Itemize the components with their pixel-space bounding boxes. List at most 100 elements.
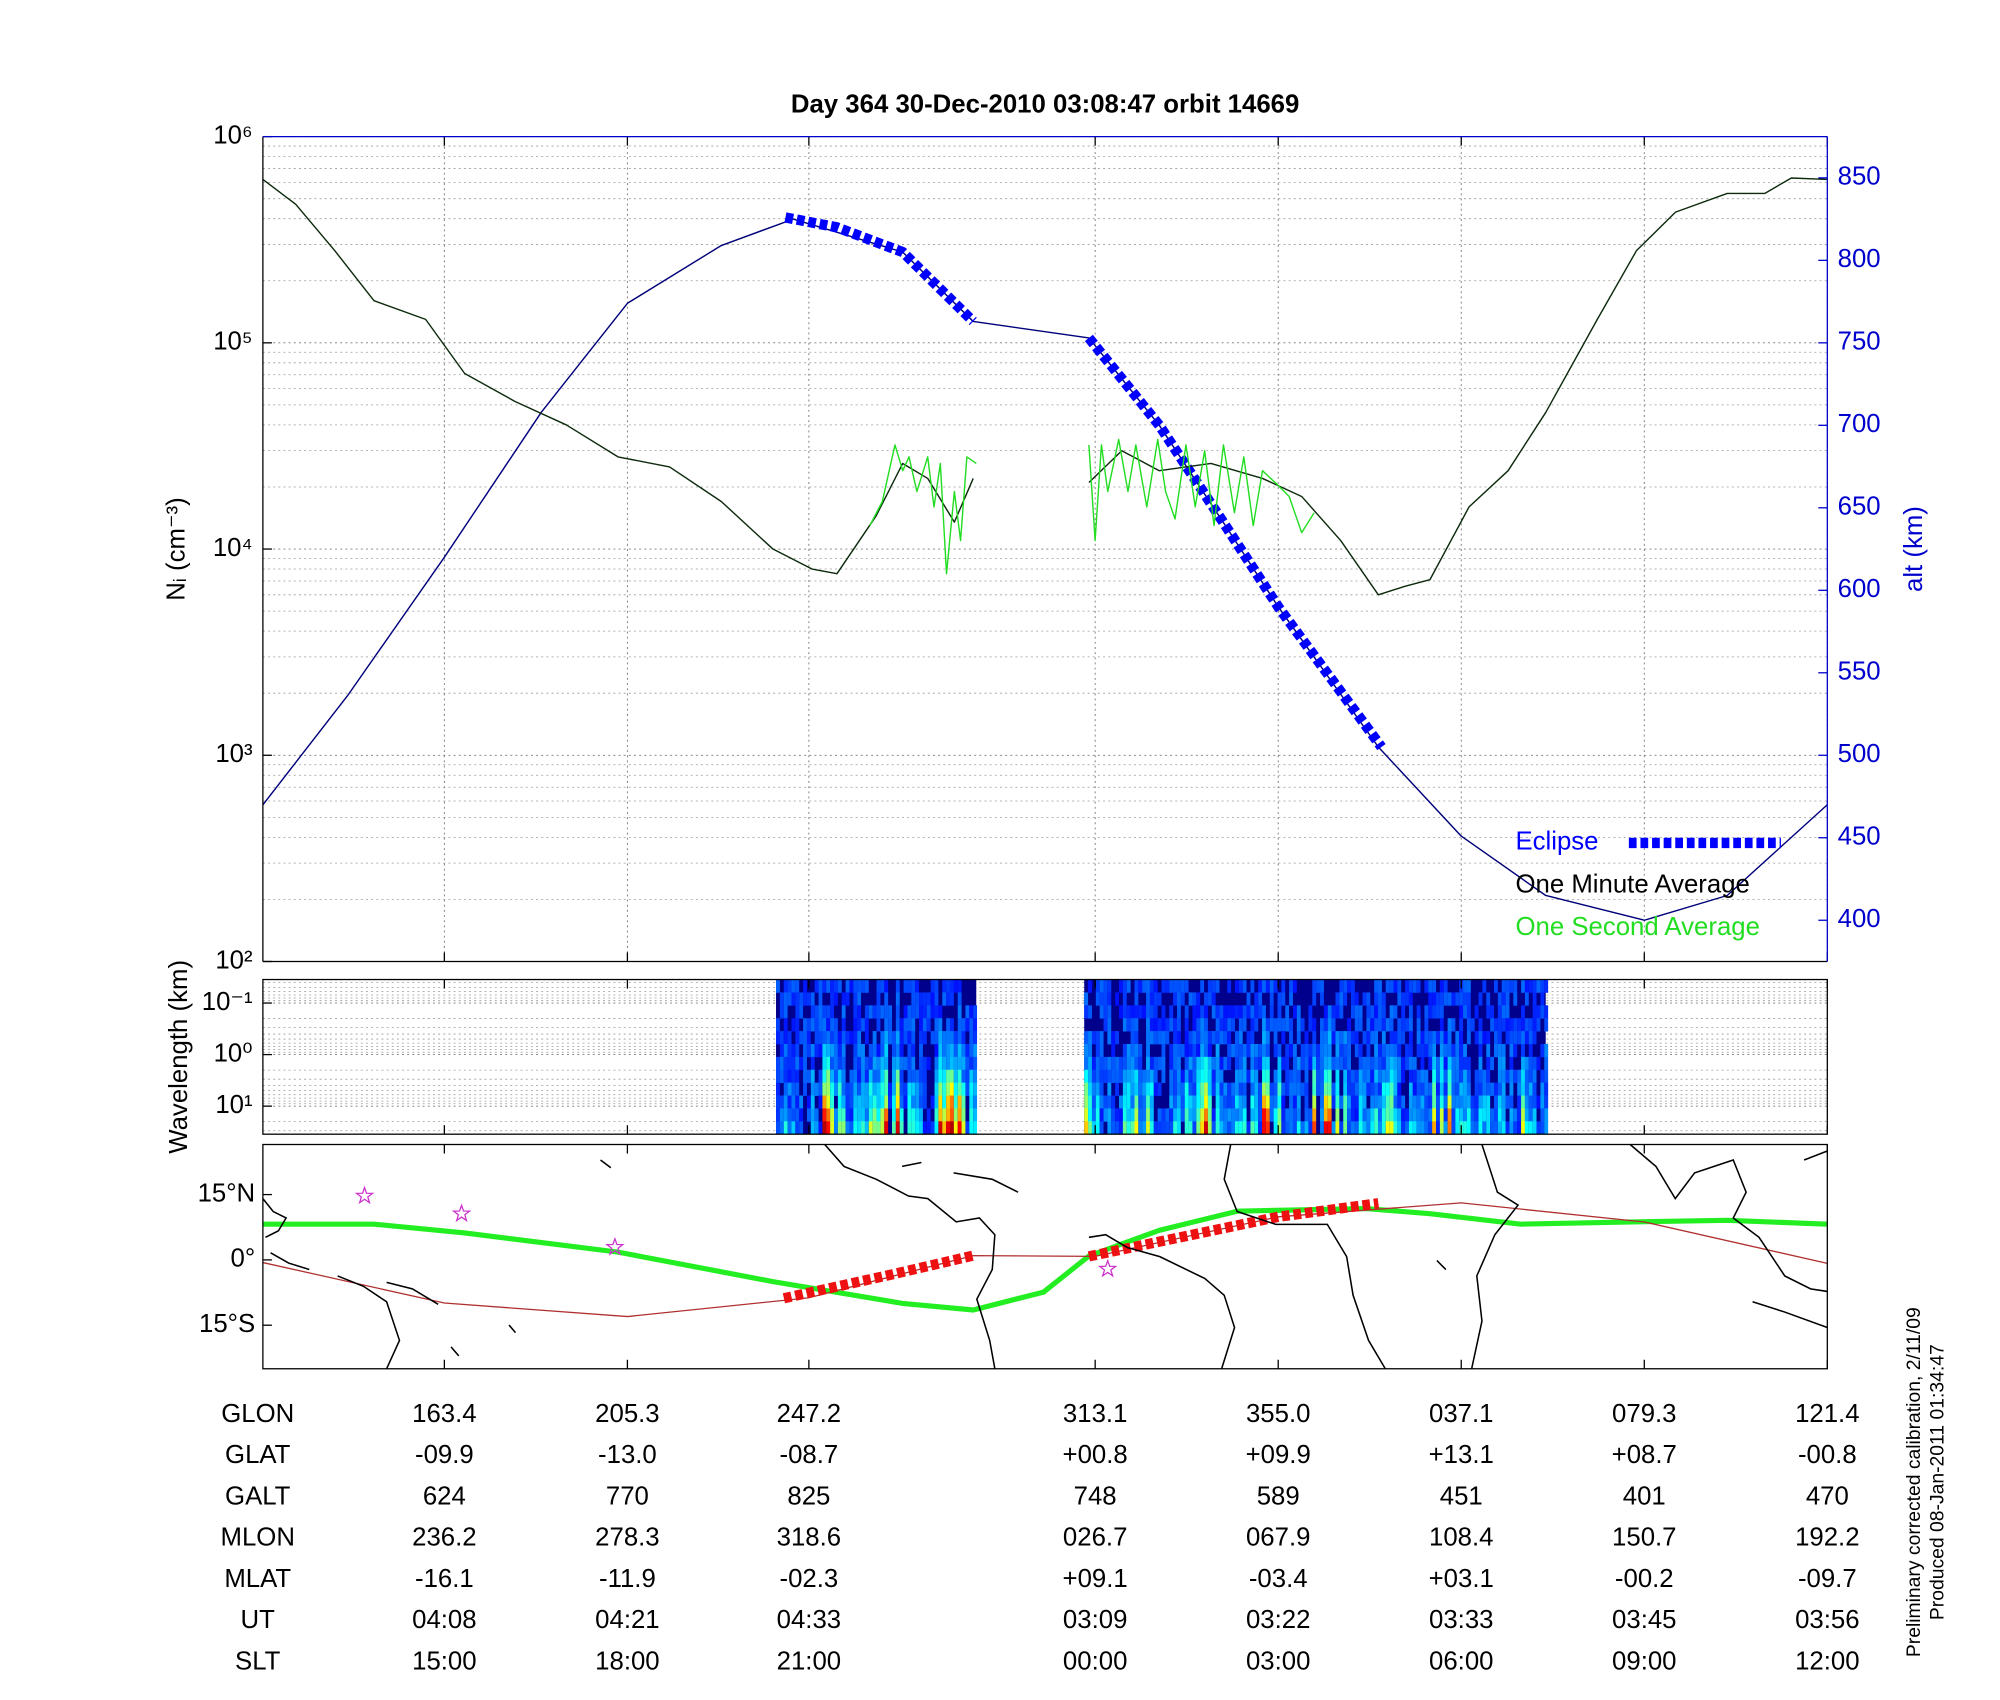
spectrogram-cell <box>1234 1043 1239 1058</box>
spectrogram-cell <box>973 1095 978 1109</box>
spectrogram-cell <box>1320 1121 1324 1135</box>
spectrogram-cell <box>1447 1082 1452 1096</box>
spectrogram-cell <box>853 1043 858 1058</box>
y-tick-label: 10² <box>215 946 253 974</box>
spectrogram-cell <box>1184 1108 1189 1122</box>
spectrogram-cell <box>1466 992 1471 1006</box>
spectrogram-cell <box>787 1108 792 1122</box>
spectrogram-cell <box>1362 1069 1367 1084</box>
spectrogram-cell <box>1501 1108 1506 1122</box>
spectrogram-cell <box>814 1121 819 1135</box>
spectrogram-cell <box>1211 1005 1216 1019</box>
spectrogram-cell <box>1215 1005 1220 1019</box>
spectrogram-cell <box>1149 1031 1154 1045</box>
spectrogram-cell <box>1103 1056 1108 1071</box>
spectrogram-cell <box>1146 1043 1150 1058</box>
spectrogram-cell <box>965 1069 970 1084</box>
spectrogram-cell <box>1176 1031 1181 1045</box>
spectrogram-cell <box>1381 1069 1386 1084</box>
spectrogram-cell <box>1509 1069 1514 1084</box>
spectrogram-cell <box>1265 1082 1270 1096</box>
spectrogram-cell <box>779 1069 784 1084</box>
spectrogram-cell <box>1517 1108 1522 1122</box>
star <box>451 1203 472 1223</box>
spectrogram-cell <box>1277 1005 1282 1019</box>
spectrogram-cell <box>1443 1121 1448 1135</box>
spectrogram-cell <box>857 1069 862 1084</box>
spectrogram-cell <box>949 1018 954 1032</box>
spectrogram-cell <box>903 1031 908 1045</box>
spectrogram-cell <box>822 1043 827 1058</box>
spectrogram-cell <box>1521 1121 1525 1135</box>
spectrogram-cell <box>1408 979 1413 993</box>
spectrogram-cell <box>841 1095 846 1109</box>
spectrogram-cell <box>1219 1121 1224 1135</box>
spectrogram-cell <box>1381 1043 1386 1058</box>
spectrogram-cell <box>1122 1005 1127 1019</box>
spectrogram-cell <box>1532 1082 1537 1096</box>
spectrogram-cell <box>1343 979 1348 993</box>
spectrogram-cell <box>1258 1082 1263 1096</box>
spectrogram-cell <box>1331 1082 1336 1096</box>
spectrogram-cell <box>1381 1108 1386 1122</box>
spectrogram-cell <box>934 1121 939 1135</box>
spectrogram-cell <box>1459 1095 1464 1109</box>
spectrogram-cell <box>1385 1095 1390 1109</box>
spectrogram-cell <box>1343 1031 1348 1045</box>
spectrogram-cell <box>791 1121 796 1135</box>
spectrogram-cell <box>1099 1043 1104 1058</box>
spectrogram-cell <box>822 1005 827 1019</box>
spectrogram-cell <box>1428 979 1433 993</box>
spectrogram-cell <box>853 1121 858 1135</box>
spectrogram-cell <box>1439 992 1444 1006</box>
spectrogram-cell <box>1432 1069 1437 1084</box>
spectrogram-cell <box>922 1082 927 1096</box>
spectrogram-cell <box>1347 1095 1351 1109</box>
spectrogram-cell <box>1513 1108 1518 1122</box>
spectrogram-cell <box>903 1005 908 1019</box>
spectrogram-cell <box>1138 1005 1143 1019</box>
spectrogram-cell <box>1153 1082 1158 1096</box>
table-cell: 03:00 <box>1246 1647 1310 1675</box>
spectrogram-cell <box>787 1056 792 1071</box>
spectrogram-cell <box>1304 1043 1309 1058</box>
spectrogram-cell <box>1234 1056 1239 1071</box>
spectrogram-cell <box>1524 1056 1529 1071</box>
spectrogram-cell <box>949 1043 954 1058</box>
spectrogram-cell <box>787 1069 792 1084</box>
table-cell: 21:00 <box>777 1647 841 1675</box>
spectrogram-cell <box>911 1121 916 1135</box>
spectrogram-cell <box>1482 1031 1487 1045</box>
spectrogram-cell <box>1436 1095 1440 1109</box>
spectrogram-cell <box>1331 1005 1336 1019</box>
table-cell: -11.9 <box>599 1565 656 1593</box>
spectrogram-cell <box>1470 1018 1475 1032</box>
spectrogram-cell <box>1490 1056 1495 1071</box>
spectrogram-cell <box>1184 1056 1189 1071</box>
spectrogram-cell <box>1374 979 1379 993</box>
spectrogram-cell <box>1401 992 1406 1006</box>
spectrogram-cell <box>1115 1121 1120 1135</box>
spectrogram-cell <box>1424 979 1429 993</box>
spectrogram-cell <box>1107 1121 1112 1135</box>
spectrogram-cell <box>1323 1031 1328 1045</box>
spectrogram-cell <box>1157 1082 1162 1096</box>
spectrogram-cell <box>1320 1082 1324 1096</box>
spectrogram-cell <box>1339 1121 1344 1135</box>
spectrogram-cell <box>1463 979 1467 993</box>
spectrogram-cell <box>1215 1095 1220 1109</box>
spectrogram-cell <box>872 1069 877 1084</box>
spectrogram-cell <box>922 1056 927 1071</box>
spectrogram-cell <box>1292 1121 1297 1135</box>
table-cell: +00.8 <box>1063 1441 1128 1469</box>
spectrogram-cell <box>1246 1005 1251 1019</box>
spectrogram-cell <box>1138 1095 1143 1109</box>
spectrogram-cell <box>1246 1069 1251 1084</box>
spectrogram-cell <box>1126 1082 1131 1096</box>
spectrogram-cell <box>919 1069 923 1084</box>
spectrogram-cell <box>899 1121 904 1135</box>
spectrogram-cell <box>973 1031 978 1045</box>
spectrogram-cell <box>934 1031 939 1045</box>
row-label: GLAT <box>225 1441 291 1469</box>
